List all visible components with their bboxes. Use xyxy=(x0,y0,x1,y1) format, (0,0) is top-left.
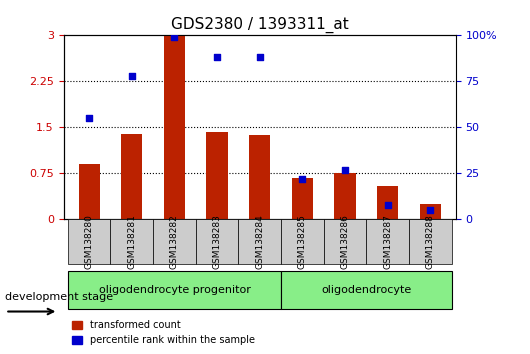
Text: GSM138287: GSM138287 xyxy=(383,214,392,269)
FancyBboxPatch shape xyxy=(68,219,110,264)
Point xyxy=(128,73,136,79)
Text: development stage: development stage xyxy=(5,292,113,302)
Title: GDS2380 / 1393311_at: GDS2380 / 1393311_at xyxy=(171,16,349,33)
Point xyxy=(255,55,264,60)
Point xyxy=(341,167,349,173)
Text: oligodendrocyte: oligodendrocyte xyxy=(321,285,411,295)
Bar xyxy=(292,178,313,219)
Text: GSM138282: GSM138282 xyxy=(170,214,179,269)
FancyBboxPatch shape xyxy=(409,219,452,264)
Text: GSM138283: GSM138283 xyxy=(213,214,222,269)
Bar xyxy=(164,35,185,219)
FancyBboxPatch shape xyxy=(110,219,153,264)
Point xyxy=(383,202,392,207)
Point xyxy=(170,34,179,40)
FancyBboxPatch shape xyxy=(238,219,281,264)
Point xyxy=(213,55,222,60)
FancyBboxPatch shape xyxy=(68,271,281,309)
Legend: transformed count, percentile rank within the sample: transformed count, percentile rank withi… xyxy=(68,316,259,349)
Point xyxy=(85,115,93,121)
FancyBboxPatch shape xyxy=(366,219,409,264)
FancyBboxPatch shape xyxy=(153,219,196,264)
Bar xyxy=(121,133,143,219)
Bar xyxy=(249,136,270,219)
Bar xyxy=(334,173,356,219)
FancyBboxPatch shape xyxy=(281,219,324,264)
Bar xyxy=(78,164,100,219)
Bar xyxy=(206,132,228,219)
Text: GSM138284: GSM138284 xyxy=(255,214,264,269)
Text: GSM138281: GSM138281 xyxy=(127,214,136,269)
Text: GSM138286: GSM138286 xyxy=(340,214,349,269)
FancyBboxPatch shape xyxy=(281,271,452,309)
Text: GSM138288: GSM138288 xyxy=(426,214,435,269)
Bar xyxy=(420,204,441,219)
Point xyxy=(426,207,435,213)
FancyBboxPatch shape xyxy=(196,219,238,264)
Text: oligodendrocyte progenitor: oligodendrocyte progenitor xyxy=(99,285,250,295)
FancyBboxPatch shape xyxy=(324,219,366,264)
Bar xyxy=(377,186,398,219)
Text: GSM138280: GSM138280 xyxy=(85,214,94,269)
Text: GSM138285: GSM138285 xyxy=(298,214,307,269)
Point xyxy=(298,176,306,182)
